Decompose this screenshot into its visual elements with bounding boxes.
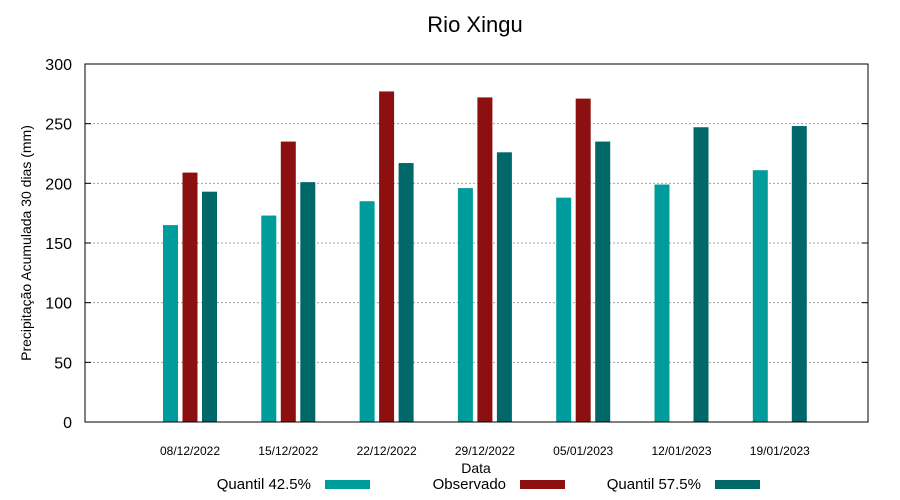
bar-quantil-42-5--6	[752, 170, 768, 422]
y-tick-label: 150	[45, 236, 72, 253]
bar-quantil-57-5--1	[300, 182, 316, 422]
bar-quantil-57-5--5	[693, 127, 709, 422]
y-tick-label: 0	[63, 415, 72, 432]
bar-quantil-57-5--2	[398, 163, 414, 422]
bar-quantil-42-5--4	[556, 197, 572, 422]
x-tick-label: 12/01/2023	[651, 444, 711, 458]
gridlines	[85, 123, 868, 363]
legend: Quantil 42.5% Observado Quantil 57.5%	[217, 476, 760, 493]
x-axis-ticks: 08/12/2022 15/12/2022 22/12/2022 29/12/2022…	[160, 444, 810, 458]
y-tick-label: 300	[45, 57, 72, 74]
x-tick-label: 22/12/2022	[357, 444, 417, 458]
x-tick-label: 15/12/2022	[258, 444, 318, 458]
x-tick-label: 05/01/2023	[553, 444, 613, 458]
bar-observado-1	[280, 141, 296, 423]
y-axis-ticks: 0 50 100 150 200 250 300	[45, 57, 868, 432]
y-tick-label: 50	[54, 355, 72, 372]
bar-quantil-42-5--2	[359, 201, 375, 422]
bar-observado-2	[379, 91, 395, 423]
x-axis-label: Data	[461, 460, 491, 476]
x-tick-label: 19/01/2023	[750, 444, 810, 458]
bar-quantil-57-5--4	[595, 141, 611, 423]
legend-label: Quantil 42.5%	[217, 476, 311, 493]
bars	[163, 91, 807, 423]
y-axis-label: Precipitação Acumulada 30 dias (mm)	[18, 125, 34, 361]
chart-title: Rio Xingu	[427, 12, 522, 37]
y-tick-label: 100	[45, 296, 72, 313]
bar-observado-3	[477, 97, 493, 422]
x-tick-label: 08/12/2022	[160, 444, 220, 458]
legend-swatch	[325, 480, 370, 489]
bar-quantil-42-5--1	[261, 215, 277, 422]
legend-swatch	[715, 480, 760, 489]
bar-quantil-57-5--6	[791, 126, 807, 422]
legend-swatch	[520, 480, 565, 489]
bar-quantil-42-5--3	[457, 188, 473, 422]
bar-quantil-42-5--5	[654, 184, 670, 422]
y-tick-label: 200	[45, 176, 72, 193]
y-tick-label: 250	[45, 117, 72, 134]
bar-quantil-57-5--3	[496, 152, 512, 422]
legend-label: Quantil 57.5%	[607, 476, 701, 493]
bar-quantil-42-5--0	[163, 225, 178, 422]
x-tick-label: 29/12/2022	[455, 444, 515, 458]
bar-observado-0	[182, 172, 198, 422]
legend-label: Observado	[433, 476, 506, 493]
bar-quantil-57-5--0	[202, 191, 217, 422]
bar-observado-4	[575, 98, 591, 423]
